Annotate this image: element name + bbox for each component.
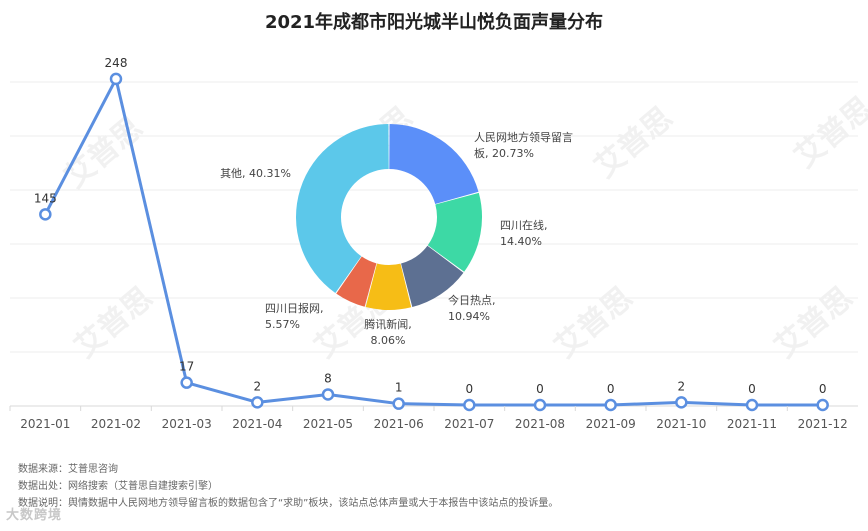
data-label: 0 (536, 382, 544, 396)
pie-slice (389, 124, 479, 204)
slice-label: 其他, 40.31% (220, 167, 291, 180)
svg-text:艾普思: 艾普思 (588, 100, 679, 185)
footer-note: 数据说明：舆情数据中人民网地方领导留言板的数据包含了“求助”板块，该站点总体声量… (18, 498, 559, 509)
line-series: 145 248 17 2 8 1 0 0 0 2 0 0 (34, 56, 829, 412)
data-label: 0 (607, 382, 615, 396)
slice-label: 腾讯新闻, 8.06% (364, 317, 412, 347)
series-line (44, 77, 823, 407)
data-point (463, 398, 476, 412)
pie-slice (365, 263, 412, 310)
data-point (109, 72, 123, 86)
x-tick-label: 2021-02 (91, 417, 141, 431)
brand-logo: 大数跨境 (6, 508, 63, 523)
x-axis: 2021-01 2021-02 2021-03 2021-04 2021-05 2021-… (9, 406, 848, 431)
svg-text:艾普思: 艾普思 (788, 90, 868, 175)
data-point (604, 398, 617, 412)
data-label: 17 (179, 360, 194, 374)
pie-slice (427, 192, 483, 272)
watermark: 艾普思 (588, 100, 679, 185)
data-label: 0 (819, 382, 827, 396)
data-label: 248 (105, 56, 128, 70)
data-label: 2 (254, 379, 262, 393)
data-point (392, 397, 405, 410)
x-tick-label: 2021-11 (727, 417, 777, 431)
x-tick-label: 2021-05 (303, 417, 353, 431)
x-tick-label: 2021-10 (656, 417, 706, 431)
pie-slice (336, 256, 377, 307)
x-tick-label: 2021-03 (162, 417, 212, 431)
donut-chart: 人民网地方领导留言板, 20.73% 四川在线, 14.40% 今日热点, 10.94%… (220, 124, 573, 347)
data-label: 8 (324, 371, 332, 385)
x-tick-label: 2021-06 (374, 417, 424, 431)
footer-source: 数据来源：艾普思咨询 (18, 464, 118, 475)
x-tick-label: 2021-07 (444, 417, 494, 431)
slice-label: 四川在线, 14.40% (500, 218, 548, 248)
x-tick-label: 2021-08 (515, 417, 565, 431)
data-point (675, 396, 688, 409)
watermark: 艾普思 (788, 90, 868, 175)
data-point (180, 376, 193, 389)
svg-text:艾普思: 艾普思 (58, 110, 149, 195)
watermark: 艾普思 (58, 110, 149, 195)
data-label: 2 (678, 379, 686, 393)
x-tick-label: 2021-09 (586, 417, 636, 431)
x-tick-label: 2021-04 (232, 417, 282, 431)
data-label: 1 (395, 381, 403, 395)
data-point (533, 398, 547, 412)
data-label: 0 (748, 382, 756, 396)
data-point (39, 208, 52, 221)
slice-label: 今日热点, 10.94% (448, 293, 496, 323)
pie-slice (401, 245, 464, 308)
data-point (745, 398, 759, 412)
slice-label: 四川日报网, 5.57% (265, 301, 324, 331)
data-label: 0 (466, 382, 474, 396)
data-point (321, 388, 335, 401)
chart-title: 2021年成都市阳光城半山悦负面声量分布 (264, 12, 604, 33)
data-point (816, 398, 829, 412)
x-tick-label: 2021-01 (20, 417, 70, 431)
footer-origin: 数据出处：网络搜索（艾普思自建搜索引擎） (18, 481, 218, 492)
slice-label: 人民网地方领导留言板, 20.73% (474, 130, 573, 160)
pie-slice (296, 124, 389, 293)
x-tick-label: 2021-12 (798, 417, 848, 431)
data-label: 145 (34, 191, 57, 205)
data-point (251, 396, 264, 409)
